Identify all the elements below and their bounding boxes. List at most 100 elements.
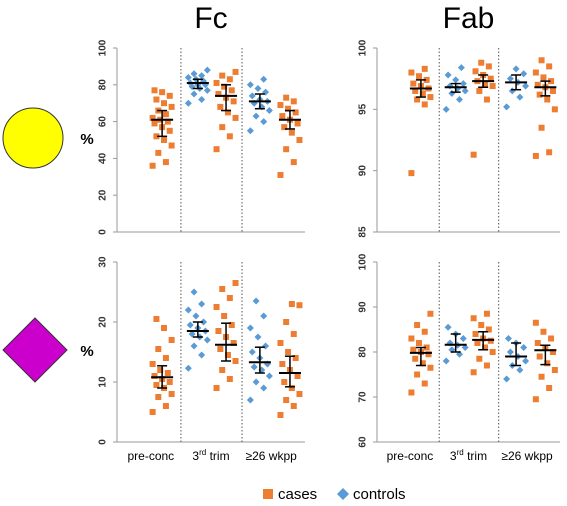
point <box>161 100 168 107</box>
y-tick-label: 95 <box>358 103 369 115</box>
point <box>483 362 490 369</box>
y-tick-label: 100 <box>358 253 369 270</box>
point <box>168 337 175 343</box>
point <box>485 326 492 333</box>
point <box>254 84 262 92</box>
x-tick-label-part: trim <box>206 449 229 463</box>
point <box>534 340 541 346</box>
point <box>213 385 220 391</box>
point <box>226 133 233 140</box>
point <box>455 96 463 104</box>
point <box>416 73 423 80</box>
point <box>162 111 169 118</box>
x-tick-label: 3rd trim <box>450 448 487 463</box>
point <box>288 301 295 307</box>
y-tick-label: 30 <box>98 256 109 268</box>
y-tick-label: 20 <box>98 316 109 328</box>
point <box>551 367 558 373</box>
point <box>414 322 421 328</box>
point <box>149 162 156 169</box>
point <box>416 340 423 346</box>
point <box>408 389 415 396</box>
point <box>283 94 290 101</box>
point <box>283 319 290 325</box>
point <box>425 351 432 358</box>
point <box>203 86 211 94</box>
row-icon-circle <box>2 107 64 169</box>
x-tick-label-part: rd <box>457 448 464 457</box>
point <box>168 391 175 397</box>
point <box>190 90 198 98</box>
point <box>226 295 233 301</box>
point <box>442 105 450 113</box>
legend-swatch <box>337 488 349 500</box>
point <box>279 113 286 120</box>
point <box>162 159 169 166</box>
point <box>408 335 415 342</box>
point <box>410 346 417 353</box>
point <box>536 91 543 98</box>
point <box>412 355 419 362</box>
point <box>423 344 430 351</box>
point <box>452 76 460 84</box>
point <box>292 355 299 361</box>
panel-title: Fc <box>194 2 227 35</box>
point <box>549 349 556 355</box>
point <box>483 310 490 317</box>
point <box>168 103 175 110</box>
point <box>534 81 541 88</box>
point <box>203 336 211 344</box>
point <box>260 75 268 83</box>
point <box>219 286 226 292</box>
point <box>444 323 452 331</box>
point <box>549 87 556 94</box>
y-tick-label: 60 <box>98 116 109 128</box>
point <box>504 335 512 342</box>
point <box>294 373 301 379</box>
point <box>221 313 228 319</box>
point <box>538 373 545 380</box>
point <box>166 127 173 134</box>
x-tick-label: ≥26 wkpp <box>246 449 298 463</box>
point <box>457 64 465 72</box>
point <box>474 340 481 346</box>
point <box>155 346 162 352</box>
point <box>246 324 254 332</box>
y-tick-label: 70 <box>358 391 369 403</box>
point <box>203 66 211 74</box>
point <box>228 322 235 328</box>
point <box>277 412 284 418</box>
point <box>478 59 485 66</box>
point <box>489 349 496 355</box>
point <box>520 344 528 351</box>
point <box>476 87 483 94</box>
point <box>246 127 254 135</box>
point <box>546 149 553 156</box>
point <box>215 91 222 97</box>
point <box>421 101 428 108</box>
point <box>516 366 524 374</box>
point <box>540 328 547 335</box>
point <box>217 346 224 352</box>
point <box>508 87 516 95</box>
point <box>151 373 158 379</box>
point <box>546 63 553 70</box>
point <box>213 146 220 153</box>
point <box>232 280 239 286</box>
point <box>423 76 430 83</box>
point <box>482 80 489 87</box>
point <box>213 304 220 310</box>
point <box>252 112 260 120</box>
x-tick-label-part: 3 <box>192 449 199 463</box>
point <box>190 70 198 78</box>
point <box>427 310 434 317</box>
point <box>192 312 200 320</box>
row-icon-diamond <box>2 317 68 383</box>
point <box>213 79 220 86</box>
point <box>252 378 260 386</box>
point <box>232 114 239 121</box>
point <box>198 300 206 308</box>
point <box>166 379 173 385</box>
y-tick-label: 80 <box>98 79 109 91</box>
